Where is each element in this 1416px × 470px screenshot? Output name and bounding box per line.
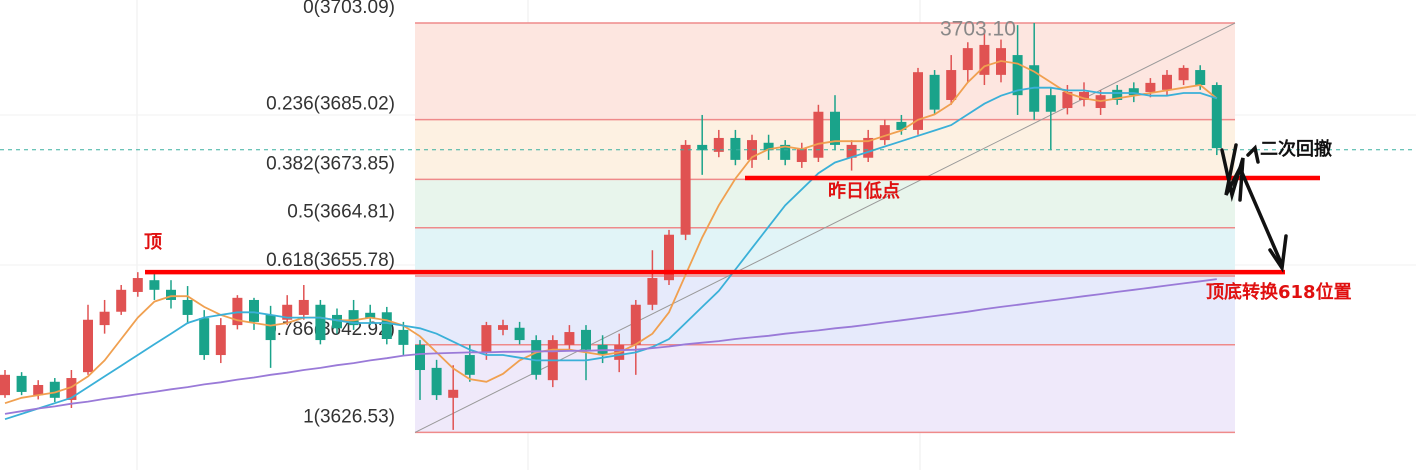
candle-body bbox=[531, 340, 542, 375]
candle-body bbox=[780, 144, 791, 160]
candle-body bbox=[1128, 88, 1139, 96]
candle-body bbox=[332, 314, 342, 329]
candle-body bbox=[1162, 74, 1172, 90]
candle-body bbox=[448, 389, 459, 398]
fib-retracement: 0(3703.09) 0.236(3685.02) 0.382(3673.85) 0.… bbox=[266, 0, 1236, 434]
candle-body bbox=[49, 381, 60, 398]
candle-body bbox=[33, 384, 44, 396]
candle-body bbox=[946, 70, 957, 100]
arrow bbox=[1224, 143, 1284, 267]
candle-body bbox=[1211, 85, 1222, 149]
candle-body bbox=[464, 355, 475, 375]
candle-body bbox=[913, 72, 923, 130]
fib-band bbox=[415, 23, 1235, 120]
candle-body bbox=[846, 144, 857, 158]
candle-body bbox=[697, 144, 708, 151]
candle-body bbox=[680, 144, 691, 235]
candle-body bbox=[116, 289, 127, 312]
candle-body bbox=[149, 280, 160, 290]
overlay bbox=[0, 60, 1416, 421]
candle-body bbox=[415, 344, 425, 371]
candle-body bbox=[83, 319, 93, 373]
candle-body bbox=[713, 137, 724, 152]
fib-label: 0(3703.09) bbox=[303, 0, 395, 18]
candle-body bbox=[1045, 95, 1056, 112]
candle-body bbox=[863, 137, 874, 158]
candle-body bbox=[348, 310, 359, 326]
candle-body bbox=[0, 374, 10, 396]
candle-body bbox=[730, 137, 741, 160]
high-label: 3703.10 bbox=[940, 18, 1016, 41]
candle-body bbox=[249, 299, 259, 322]
candle-body bbox=[796, 148, 807, 163]
candle-body bbox=[564, 332, 575, 345]
candle-body bbox=[381, 312, 392, 339]
annotation: 昨日低点 bbox=[828, 180, 900, 202]
candle-body bbox=[99, 311, 110, 326]
candle-body bbox=[16, 375, 27, 392]
candle-body bbox=[498, 325, 508, 330]
candle-body bbox=[199, 318, 210, 356]
candle-body bbox=[1145, 82, 1156, 92]
candle-body bbox=[431, 367, 442, 396]
candle-body bbox=[1112, 89, 1123, 100]
annotation: 顶 bbox=[144, 232, 162, 253]
candle-body bbox=[398, 329, 409, 345]
candle-body bbox=[929, 74, 940, 110]
candle-body bbox=[1195, 70, 1206, 86]
arrow-head bbox=[1246, 144, 1260, 164]
fib-label: 0.382(3673.85) bbox=[266, 153, 395, 174]
fib-label: 0.236(3685.02) bbox=[266, 94, 395, 115]
candle-body bbox=[630, 304, 641, 345]
candle-body bbox=[265, 314, 276, 341]
arrows bbox=[1220, 143, 1288, 273]
candle-body bbox=[298, 299, 309, 315]
moving-average bbox=[4, 86, 1218, 421]
fib-label: 0.5(3664.81) bbox=[287, 202, 395, 223]
candle-body bbox=[365, 312, 376, 319]
candle-body bbox=[315, 304, 326, 341]
fib-band bbox=[415, 179, 1235, 228]
candle-body bbox=[1178, 67, 1189, 81]
moving-average bbox=[4, 60, 1218, 405]
candle-body bbox=[514, 327, 525, 341]
candle-body bbox=[132, 278, 143, 292]
candle-body bbox=[1079, 91, 1089, 100]
candle-body bbox=[879, 125, 890, 141]
candle-body bbox=[182, 299, 193, 315]
fib-label: 1(3626.53) bbox=[303, 406, 395, 427]
candle-body bbox=[962, 48, 973, 71]
arrow-head bbox=[1268, 234, 1288, 273]
candle-body bbox=[1012, 55, 1023, 96]
candle-body bbox=[979, 44, 990, 75]
candle-body bbox=[282, 304, 293, 320]
candle-body bbox=[66, 378, 77, 400]
candle-body bbox=[481, 325, 492, 352]
fib-band bbox=[415, 276, 1235, 345]
candle-body bbox=[664, 234, 674, 281]
fib-label: 0.786(3642.92) bbox=[266, 319, 395, 340]
candle-body bbox=[813, 111, 824, 158]
candle-body bbox=[581, 329, 591, 350]
candle-body bbox=[647, 278, 658, 305]
fib-band bbox=[415, 227, 1235, 277]
candle-body bbox=[896, 121, 907, 130]
candle-body bbox=[215, 325, 226, 356]
candle-body bbox=[763, 142, 774, 151]
annotation: 顶底转换618位置 bbox=[1206, 281, 1352, 303]
candle-body bbox=[830, 111, 840, 145]
candle-body bbox=[1062, 91, 1073, 109]
moving-average bbox=[4, 278, 1217, 415]
annotation: 二次回撤 bbox=[1260, 138, 1332, 160]
candle-body bbox=[166, 289, 176, 300]
fib-label: 0.618(3655.78) bbox=[266, 250, 395, 271]
